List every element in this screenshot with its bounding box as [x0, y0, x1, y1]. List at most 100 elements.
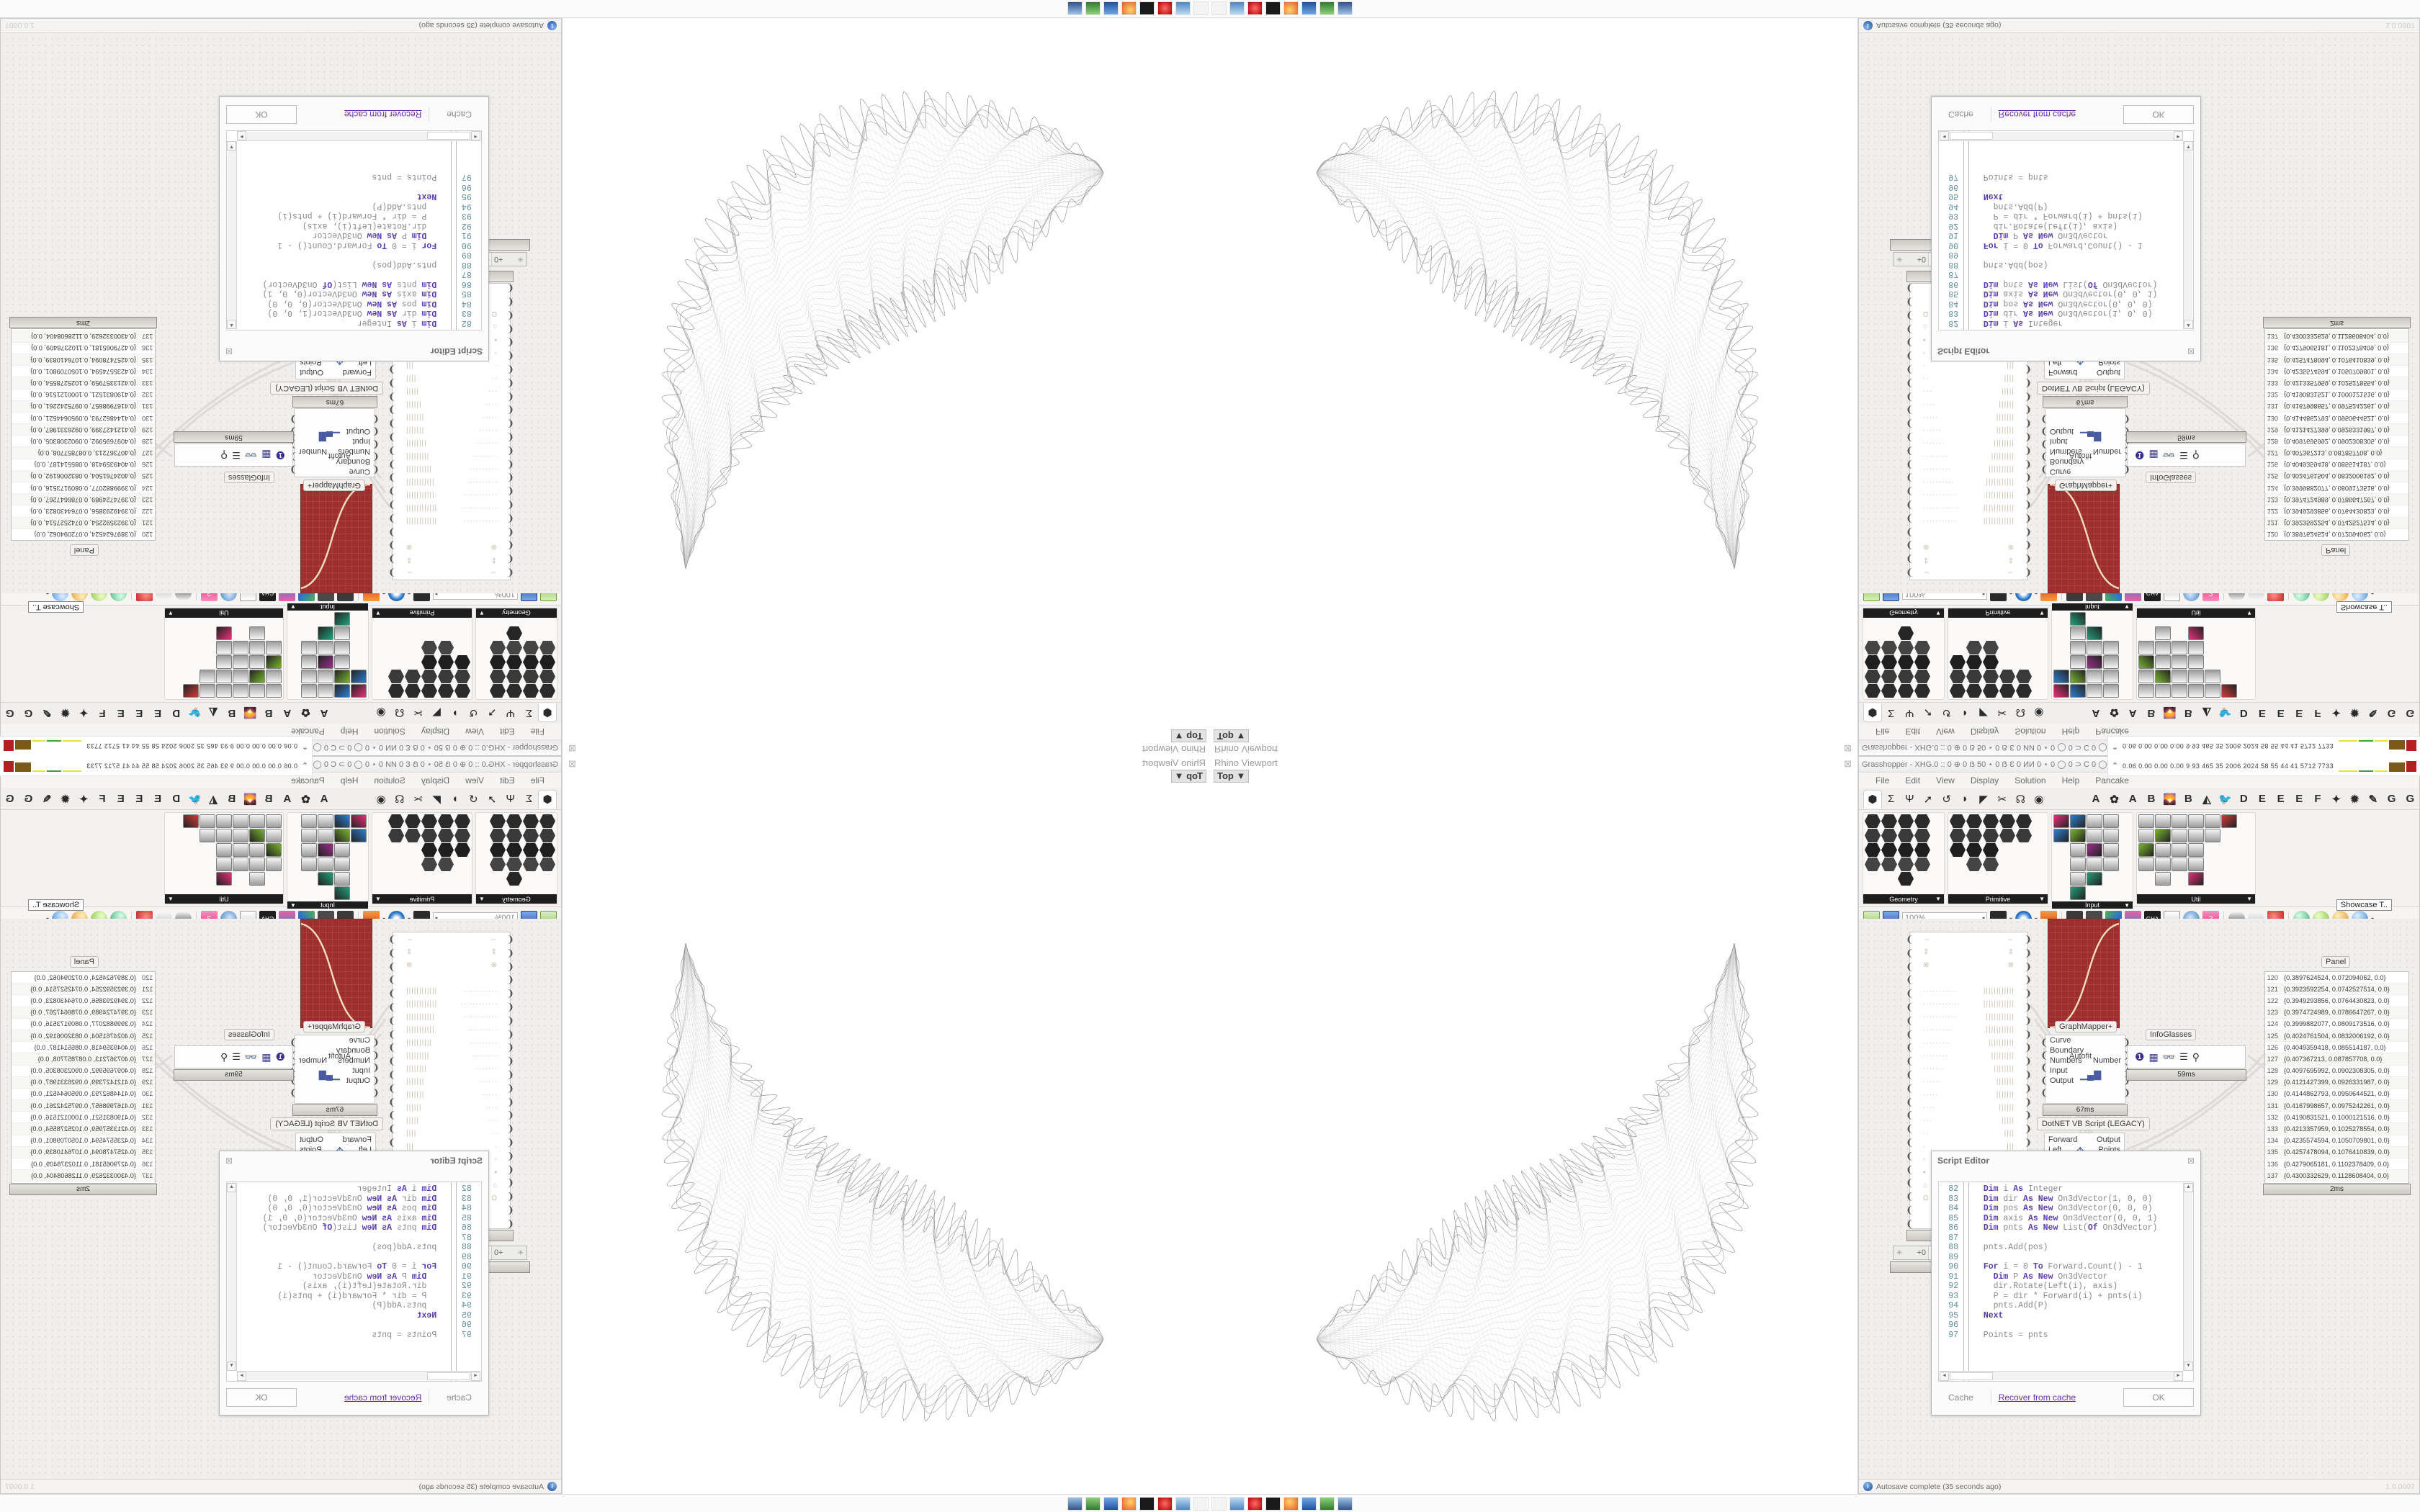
windows-taskbar[interactable]	[0, 0, 1210, 18]
autofit-row[interactable]: Input	[2045, 1066, 2125, 1076]
code-line[interactable]: pnts.Add(P)	[372, 1301, 447, 1310]
tab-arrow-icon[interactable]: ➚	[1923, 793, 1933, 806]
component-icon[interactable]	[318, 670, 333, 683]
parameter-nib[interactable]: ❨	[1906, 513, 1914, 524]
component-icon[interactable]	[2053, 684, 2069, 698]
component-icon[interactable]	[1966, 829, 1982, 842]
firefox-icon[interactable]	[1121, 1496, 1137, 1511]
component-infoglasses-body[interactable]: ❶ ▦ 👓 ☰ ⚲	[2127, 1045, 2246, 1068]
parameter-nib[interactable]: ❩	[388, 405, 396, 416]
parameter-nib[interactable]: ❨	[506, 391, 514, 402]
app-grey-icon[interactable]	[1211, 1, 1227, 16]
component-icon[interactable]	[1983, 655, 1999, 669]
component-icon[interactable]	[1983, 843, 1999, 857]
parameter-nib[interactable]: ❨	[506, 974, 514, 986]
parameter-nib[interactable]: ❨	[1906, 337, 1914, 348]
component-icon[interactable]	[266, 829, 282, 842]
component-icon[interactable]	[1966, 684, 1982, 698]
component-icon[interactable]	[388, 814, 404, 828]
scroll-right-button[interactable]: ▶	[2174, 1372, 2183, 1381]
tab-b-5[interactable]: B	[228, 793, 236, 805]
slider-row[interactable]: ⇕ ⇕	[1910, 945, 2027, 958]
code-line[interactable]: Dim pos As New On3dVector(0, 0, 0)	[1983, 299, 2153, 308]
slider-row[interactable]: ··········· |||||||||||	[393, 1010, 510, 1023]
parameter-nib[interactable]: ❩	[2123, 414, 2130, 425]
scroll-up-button[interactable]: ▲	[2184, 1183, 2193, 1192]
tab-f-12[interactable]: F	[99, 707, 106, 719]
component-icon[interactable]	[523, 655, 539, 669]
script-editor-title-bar[interactable]: Script Editor ⊠	[1932, 342, 2200, 361]
component-icon[interactable]	[2103, 814, 2119, 828]
app-grey-icon[interactable]	[1193, 1496, 1209, 1511]
tab-bug-icon-13[interactable]: ✦	[2331, 793, 2341, 806]
param-in[interactable]: Curve	[2050, 467, 2071, 476]
component-icon[interactable]	[318, 814, 333, 828]
component-icon[interactable]	[2172, 858, 2187, 871]
parameter-nib[interactable]: ❨	[1906, 1096, 1914, 1107]
ribbon-group-label[interactable]: Geometry ▼	[476, 894, 557, 904]
component-icon[interactable]	[318, 684, 333, 698]
component-icon[interactable]	[1914, 858, 1930, 871]
component-autofit[interactable]: Curve Boundary Numbers Number Input Output ❨ ❩ ❨…	[2040, 408, 2130, 477]
component-icon[interactable]	[2172, 829, 2187, 842]
parameter-nib[interactable]: ❩	[388, 377, 396, 389]
component-icon[interactable]	[301, 655, 317, 669]
parameter-nib[interactable]: ❩	[2024, 1082, 2032, 1094]
component-icon[interactable]	[2155, 641, 2171, 654]
parameter-nib[interactable]: ❨	[1906, 1110, 1914, 1121]
code-lines[interactable]: Dim i As Integer Dim dir As New On3dVect…	[240, 172, 447, 328]
component-icon[interactable]	[438, 655, 454, 669]
parameter-nib[interactable]: ❩	[388, 960, 396, 972]
parameter-nib[interactable]: ❩	[2123, 1087, 2130, 1098]
parameter-nib[interactable]: ❨	[506, 1164, 514, 1175]
info-icon[interactable]: ❶	[275, 1051, 285, 1063]
component-icon[interactable]	[216, 655, 232, 669]
panel-data-list[interactable]: 120 {0.3897624524, 0.072094062, 0.0} 121 {0…	[2264, 328, 2409, 541]
parameter-nib[interactable]: ❩	[388, 391, 396, 402]
tab-puzzle-icon-1[interactable]: ✿	[2110, 793, 2119, 806]
component-graph-mapper[interactable]	[2048, 919, 2120, 1029]
ribbon-group-geometry[interactable]: Geometry ▼	[1863, 608, 1945, 700]
component-icon[interactable]	[1865, 829, 1881, 842]
component-icon[interactable]	[421, 684, 437, 698]
menu-item-solution[interactable]: Solution	[2015, 775, 2046, 786]
component-icon[interactable]	[1950, 684, 1966, 698]
scroll-right-button[interactable]: ▶	[237, 131, 246, 140]
code-line[interactable]: Dim i As Integer	[1983, 318, 2063, 328]
tab-e-11[interactable]: E	[2295, 707, 2303, 719]
slider-row[interactable]: ⇔ ⇔	[1910, 932, 2027, 945]
code-line[interactable]: Dim pos As New On3dVector(0, 0, 0)	[1983, 1204, 2153, 1213]
parameter-nib[interactable]: ❨	[1906, 459, 1914, 470]
recover-from-cache-link[interactable]: Recover from cache	[344, 109, 422, 120]
ribbon-group-label[interactable]: Util ▼	[2137, 608, 2255, 618]
tab-hook-icon[interactable]: ☊	[395, 706, 405, 719]
component-icon[interactable]	[2138, 670, 2154, 683]
component-icon[interactable]	[438, 843, 454, 857]
slider-row[interactable]: ············ ||||||||||||	[393, 997, 510, 1010]
slider-row[interactable]: ··········· |||||||||||	[393, 489, 510, 502]
chevron-down-icon[interactable]: ▼	[2039, 610, 2045, 616]
grid-icon[interactable]: ▦	[2148, 1050, 2159, 1063]
parameter-nib[interactable]: ❩	[388, 1042, 396, 1053]
parameter-nib[interactable]: ❨	[506, 1123, 514, 1135]
code-line[interactable]: Dim axis As New On3dVector(0, 0, 1)	[1983, 289, 2158, 299]
plug-icon[interactable]: ⚲	[2192, 1050, 2200, 1063]
component-icon[interactable]	[388, 684, 404, 698]
parameter-nib[interactable]: ❨	[506, 323, 514, 335]
grid-icon[interactable]: ▦	[2148, 449, 2159, 462]
component-label-vbscript[interactable]: DotNET VB Script (LEGACY)	[2037, 1117, 2150, 1130]
slider-row[interactable]: ····· |||||||	[393, 411, 510, 424]
tab-e-11[interactable]: E	[2295, 793, 2303, 805]
param-in[interactable]: Boundary	[2050, 1046, 2084, 1055]
parameter-nib[interactable]: ❩	[388, 1028, 396, 1040]
param-forward-in[interactable]: Forward	[342, 1135, 372, 1144]
component-label-vbscript[interactable]: DotNET VB Script (LEGACY)	[270, 1117, 383, 1130]
code-line[interactable]: pnts.Add(P)	[372, 202, 447, 211]
component-icon[interactable]	[351, 829, 367, 842]
code-line[interactable]: dir.Rotate(Left(i), axis)	[1973, 1282, 2118, 1291]
component-icon[interactable]	[405, 814, 421, 828]
system-monitor-tray[interactable]: ⌃ 0.06 0.00 0.00 0.00 9 93 465 35 2006 2…	[2107, 756, 2420, 776]
parameter-nib[interactable]: ❩	[2024, 459, 2032, 470]
chevron-down-icon[interactable]: ▼	[375, 896, 381, 902]
component-icon[interactable]	[334, 684, 350, 698]
